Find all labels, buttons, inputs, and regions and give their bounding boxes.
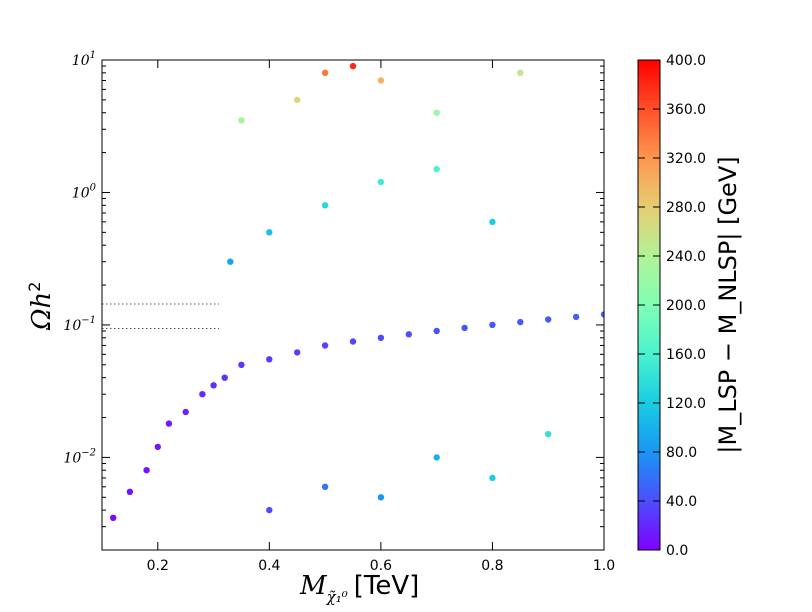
colorbar-tick-label: 200.0 <box>666 298 706 314</box>
data-point <box>266 356 273 363</box>
data-point <box>238 117 245 124</box>
data-point <box>377 178 385 186</box>
data-point <box>238 361 245 368</box>
colorbar-tick-label: 120.0 <box>666 396 706 412</box>
plot-frame <box>101 59 605 551</box>
colorbar-tick-label: 40.0 <box>666 494 697 510</box>
data-point <box>433 109 440 116</box>
data-point <box>321 202 329 209</box>
data-point <box>199 391 206 398</box>
data-point <box>182 408 189 416</box>
data-point <box>600 311 604 318</box>
data-point <box>221 374 228 381</box>
data-point <box>377 77 385 84</box>
y-tick-label: 101 <box>72 50 96 69</box>
data-point <box>545 316 552 323</box>
data-point <box>433 327 440 335</box>
data-point <box>210 382 217 389</box>
data-point <box>461 324 468 332</box>
data-point <box>433 165 440 173</box>
data-point <box>294 349 301 356</box>
colorbar-tick-label: 280.0 <box>666 200 706 216</box>
data-point <box>349 62 357 70</box>
data-point <box>572 313 580 321</box>
data-point <box>321 69 329 77</box>
y-axis-ticks: 10−2 10−1 100 101 <box>63 50 604 551</box>
x-tick-label: 0.6 <box>370 558 392 574</box>
colorbar-ticks: 0.0 40.0 80.0 120.0 160.0 200.0 240.0 280.0 320.… <box>638 53 706 559</box>
data-point <box>489 321 496 329</box>
data-point <box>517 318 524 326</box>
data-point <box>321 342 329 349</box>
data-point <box>377 334 385 341</box>
data-point <box>227 258 234 265</box>
data-point <box>489 474 496 482</box>
data-point <box>349 338 357 345</box>
colorbar-tick-label: 360.0 <box>666 102 706 118</box>
y-axis-label: Ωh2 <box>25 282 57 332</box>
colorbar-tick-label: 0.0 <box>666 543 688 559</box>
colorbar-tick-label: 240.0 <box>666 249 706 265</box>
data-point <box>266 506 273 514</box>
data-point <box>433 454 440 461</box>
data-point <box>110 514 117 521</box>
data-point <box>154 443 161 451</box>
y-tick-label: 100 <box>72 182 97 201</box>
x-tick-label: 0.8 <box>481 558 503 574</box>
data-point <box>126 488 134 495</box>
data-point <box>489 218 496 226</box>
data-point <box>165 420 173 427</box>
y-tick-label: 10−1 <box>63 315 96 334</box>
data-point <box>266 229 273 236</box>
colorbar-label: |M_LSP − M_NLSP| [GeV] <box>714 156 742 453</box>
data-point <box>143 467 150 474</box>
colorbar-tick-label: 160.0 <box>666 347 706 363</box>
x-axis-label: Mχ̃₁⁰ [TeV] <box>299 571 419 606</box>
y-tick-label: 10−2 <box>63 447 96 466</box>
data-point <box>377 494 385 501</box>
data-point <box>294 96 301 104</box>
x-tick-label: 1.0 <box>593 558 615 574</box>
x-axis-ticks: 0.2 0.4 0.6 0.8 1.0 <box>147 60 615 574</box>
data-point <box>405 331 412 338</box>
x-tick-label: 0.2 <box>147 558 169 574</box>
colorbar-tick-label: 320.0 <box>666 151 706 167</box>
x-tick-label: 0.4 <box>258 558 280 574</box>
scatter-points <box>110 62 604 521</box>
data-point <box>545 430 552 438</box>
plot-area <box>102 60 604 550</box>
data-point <box>517 69 524 77</box>
data-point <box>321 483 329 490</box>
colorbar-tick-label: 400.0 <box>666 53 706 69</box>
colorbar-tick-label: 80.0 <box>666 445 697 461</box>
